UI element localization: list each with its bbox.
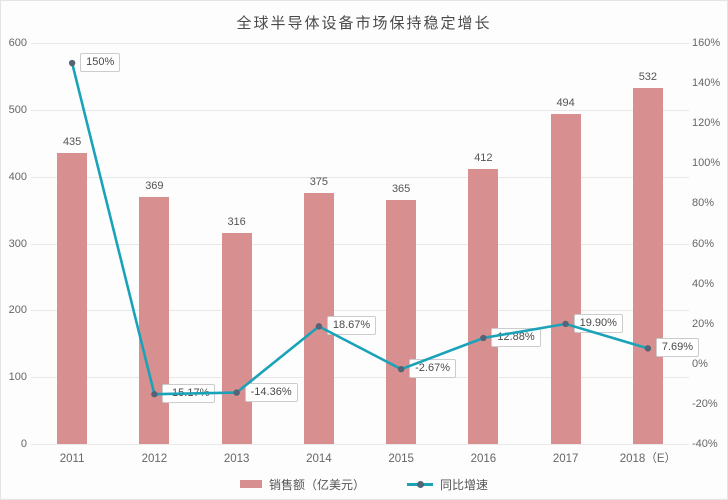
y-axis-right-tick: 160%: [692, 37, 721, 49]
data-point-marker: [68, 59, 76, 67]
y-axis-left-tick: 500: [8, 103, 27, 116]
bar: [468, 168, 499, 444]
data-point-marker: [397, 365, 405, 373]
data-point-marker: [233, 389, 240, 396]
bar-value-label: 435: [62, 136, 82, 149]
line-value-label: 150%: [80, 53, 121, 73]
data-point-marker: [315, 323, 323, 330]
x-axis-label: 2012: [141, 453, 168, 465]
legend-label-sales: 销售额（亿美元）: [268, 477, 365, 492]
y-axis-right-tick: 60%: [692, 237, 715, 250]
legend-label-growth: 同比增速: [440, 477, 489, 492]
y-axis-left-tick: 200: [8, 304, 27, 317]
gridline: [31, 243, 689, 245]
gridline: [31, 43, 689, 44]
bar: [386, 200, 417, 444]
bar-value-label: 365: [391, 183, 411, 196]
line-value-label: 19.90%: [573, 313, 623, 333]
gridline: [31, 444, 689, 445]
gridline: [31, 109, 689, 111]
y-axis-right-tick: 40%: [692, 277, 715, 290]
data-point-marker: [480, 334, 487, 342]
line-value-label: 18.67%: [326, 316, 377, 336]
bar-value-label: 532: [638, 71, 658, 84]
line-path: [70, 62, 649, 396]
x-axis-label: 2014: [306, 453, 332, 465]
y-axis-right-tick: -40%: [692, 438, 718, 450]
data-point-marker: [151, 391, 158, 398]
bar-value-label: 375: [309, 176, 329, 189]
bar-swatch-icon: [239, 480, 262, 488]
bar-value-label: 369: [145, 180, 164, 193]
bar-value-label: 412: [474, 151, 493, 164]
bar: [550, 113, 581, 444]
y-axis-left-tick: 300: [8, 237, 27, 250]
chart-title: 全球半导体设备市场保持稳定增长: [236, 15, 492, 32]
y-axis-left-tick: 400: [8, 170, 27, 183]
data-point-marker: [644, 345, 652, 352]
bar-value-label: 316: [227, 215, 246, 228]
y-axis-left-tick: 100: [8, 371, 27, 384]
y-axis-right-tick: 0%: [692, 357, 708, 370]
bar: [57, 153, 88, 444]
y-axis-left-tick: 600: [8, 37, 27, 49]
y-axis-right-tick: 100%: [692, 157, 721, 170]
y-axis-right-tick: 120%: [692, 117, 721, 130]
y-axis-right-tick: 20%: [692, 317, 715, 330]
legend-item-sales: 销售额（亿美元）: [239, 476, 365, 493]
line-swatch-icon: [407, 480, 433, 488]
x-axis-label: 2017: [552, 453, 579, 465]
x-axis-label: 2013: [223, 453, 250, 465]
gridline: [31, 377, 689, 379]
gridline: [31, 310, 689, 312]
data-point-marker: [562, 320, 569, 328]
y-axis-right-tick: 140%: [692, 77, 721, 90]
marker-dot-icon: [416, 480, 424, 488]
x-axis-label: 2011: [59, 453, 85, 465]
line-value-label: 7.69%: [655, 338, 700, 358]
gridline: [31, 176, 689, 178]
x-axis-label: 2015: [388, 453, 414, 465]
x-axis-label: 2018（E）: [619, 453, 676, 465]
line-value-label: -14.36%: [244, 382, 298, 402]
bar: [632, 88, 663, 444]
y-axis-left-tick: 0: [20, 438, 27, 450]
y-axis-right-tick: 80%: [692, 197, 715, 210]
x-axis-label: 2016: [470, 453, 497, 465]
legend-item-growth: 同比增速: [407, 476, 488, 493]
bar: [221, 232, 252, 444]
legend: 销售额（亿美元） 同比增速: [1, 475, 727, 493]
y-axis-right-tick: -20%: [692, 397, 718, 410]
bar-value-label: 494: [556, 96, 575, 109]
line-value-label: -2.67%: [409, 359, 456, 379]
